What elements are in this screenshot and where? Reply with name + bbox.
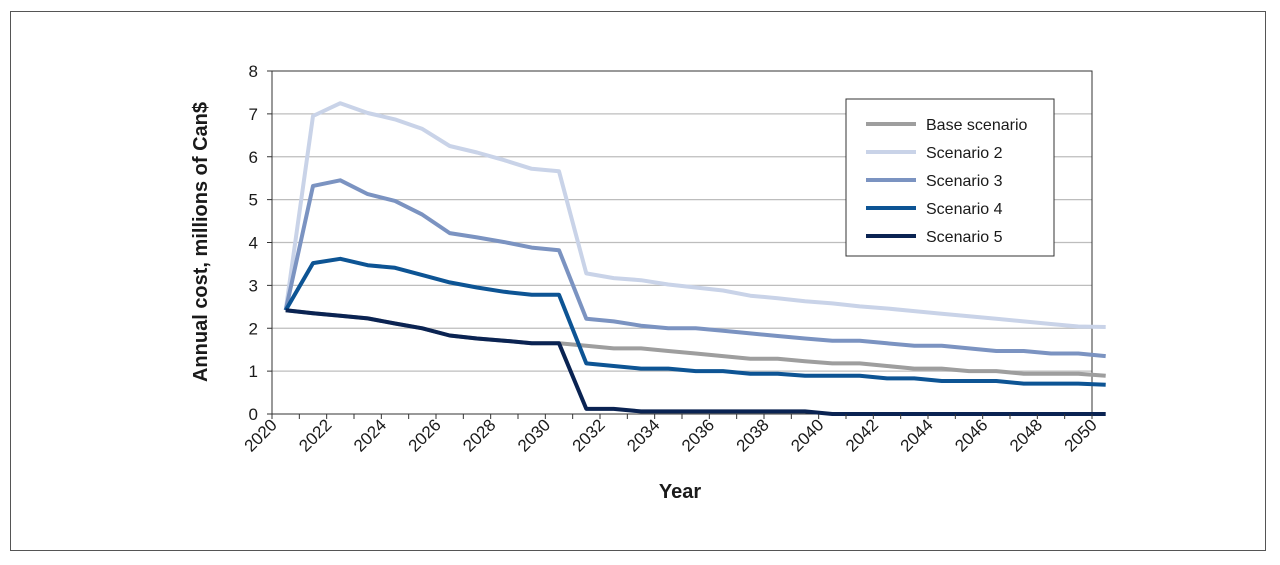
y-tick-label: 8 bbox=[249, 62, 258, 81]
x-tick-label: 2044 bbox=[897, 415, 937, 455]
x-tick-label: 2038 bbox=[733, 415, 773, 455]
legend-label: Scenario 3 bbox=[926, 173, 1003, 190]
x-tick-label: 2040 bbox=[787, 415, 827, 455]
x-tick-label: 2024 bbox=[350, 415, 390, 455]
legend: Base scenario Scenario 2 Scenario 3 Scenari… bbox=[845, 98, 1055, 257]
x-tick-label: 2028 bbox=[459, 415, 499, 455]
y-axis-ticks: 0 1 2 3 4 5 6 7 8 bbox=[249, 62, 272, 424]
x-tick-label: 2022 bbox=[295, 415, 335, 455]
x-tick-label: 2026 bbox=[405, 415, 445, 455]
series-line-1 bbox=[285, 308, 1106, 378]
series-line-3 bbox=[283, 178, 1106, 359]
legend-label: Scenario 2 bbox=[926, 145, 1003, 162]
y-tick-label: 6 bbox=[249, 148, 258, 167]
x-tick-label: 2050 bbox=[1061, 415, 1101, 455]
x-tick-label: 2034 bbox=[623, 415, 663, 455]
x-tick-label: 2046 bbox=[951, 415, 991, 455]
legend-label: Scenario 5 bbox=[926, 229, 1003, 246]
series-line-4 bbox=[283, 256, 1106, 387]
y-axis-title: Annual cost, millions of Can$ bbox=[190, 102, 212, 382]
series-line-2 bbox=[283, 101, 1106, 329]
y-tick-label: 3 bbox=[249, 276, 258, 295]
x-tick-label: 2020 bbox=[241, 415, 281, 455]
legend-label: Base scenario bbox=[926, 117, 1027, 134]
y-tick-label: 7 bbox=[249, 105, 258, 124]
x-tick-label: 2036 bbox=[678, 415, 718, 455]
x-tick-label: 2042 bbox=[842, 415, 882, 455]
x-axis-title: Year bbox=[659, 481, 701, 503]
y-tick-label: 1 bbox=[249, 362, 258, 381]
x-tick-label: 2032 bbox=[569, 415, 609, 455]
y-tick-label: 0 bbox=[249, 405, 258, 424]
x-tick-label: 2030 bbox=[514, 415, 554, 455]
y-tick-label: 2 bbox=[249, 319, 258, 338]
y-tick-label: 4 bbox=[249, 234, 258, 253]
x-tick-label: 2048 bbox=[1006, 415, 1046, 455]
y-tick-label: 5 bbox=[249, 191, 258, 210]
x-axis-ticks: 2020 2022 2024 2026 2028 2030 2032 2034 2036 2038… bbox=[241, 414, 1101, 456]
series-line-5 bbox=[285, 308, 1106, 416]
figure-frame bbox=[10, 11, 1266, 551]
legend-label: Scenario 4 bbox=[926, 201, 1003, 218]
series-lines bbox=[283, 101, 1106, 416]
